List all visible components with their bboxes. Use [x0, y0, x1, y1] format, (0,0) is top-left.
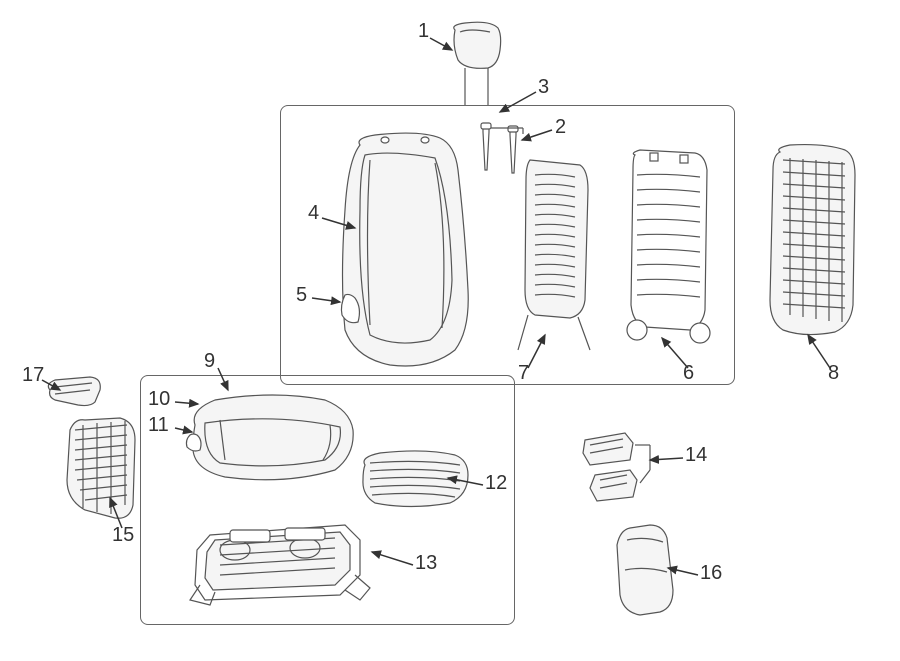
callout-3: 3	[538, 76, 549, 99]
callout-1: 1	[418, 20, 429, 43]
part-headrest	[440, 20, 520, 110]
part-seat-back-frame	[615, 145, 725, 360]
part-seat-cushion-cover	[175, 385, 365, 495]
callout-5: 5	[296, 284, 307, 307]
callout-11: 11	[148, 414, 169, 437]
part-recliner-handle	[40, 372, 110, 412]
callout-13: 13	[415, 552, 437, 575]
callout-6: 6	[683, 362, 694, 385]
part-seat-back-cover	[320, 130, 490, 380]
callout-4: 4	[308, 202, 319, 225]
callout-9: 9	[204, 350, 215, 373]
callout-8: 8	[828, 362, 839, 385]
callout-17: 17	[22, 364, 44, 387]
callout-16: 16	[700, 562, 722, 585]
part-inner-shield	[605, 520, 685, 625]
part-seat-track	[185, 500, 385, 615]
part-recliner-brackets	[575, 425, 665, 510]
part-seat-back-heater	[510, 150, 605, 360]
callout-7: 7	[518, 362, 529, 385]
callout-14: 14	[685, 444, 707, 467]
callout-10: 10	[148, 388, 170, 411]
part-seat-back-panel	[755, 140, 870, 355]
callout-15: 15	[112, 524, 134, 547]
part-outer-shield	[55, 410, 150, 530]
callout-2: 2	[555, 116, 566, 139]
callout-12: 12	[485, 472, 507, 495]
